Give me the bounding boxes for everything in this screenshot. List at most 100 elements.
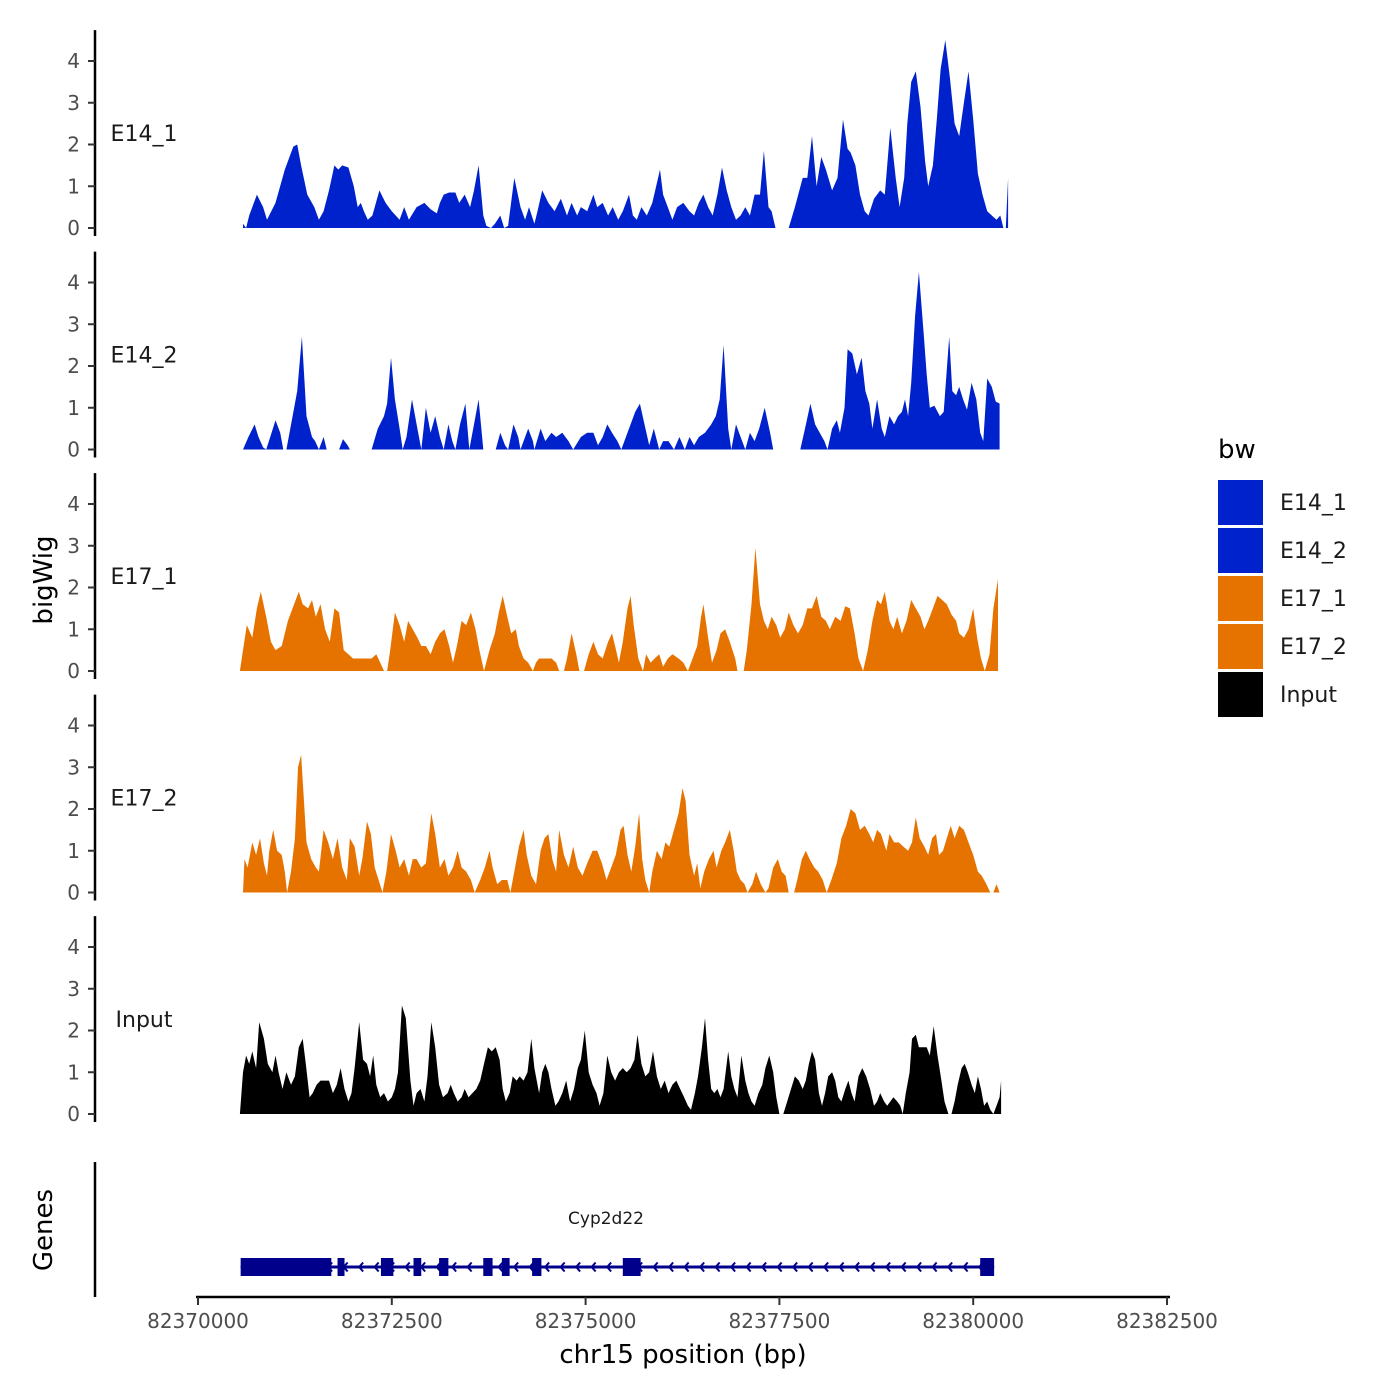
strand-arrow	[822, 1261, 829, 1273]
strand-arrow	[652, 1261, 659, 1273]
signal-area	[532, 658, 560, 671]
x-tick-label: 82380000	[922, 1309, 1024, 1333]
exon	[483, 1258, 493, 1276]
y-tick-label: 2	[67, 576, 80, 600]
signal-area	[239, 591, 384, 671]
y-tick-label: 0	[67, 659, 80, 683]
signal-area	[318, 437, 327, 450]
exon	[439, 1258, 449, 1276]
y-tick-label: 1	[67, 174, 80, 198]
signal-area	[993, 884, 1000, 893]
signal-area	[731, 424, 746, 450]
gene-name-label: Cyp2d22	[568, 1209, 644, 1229]
signal-area	[491, 215, 505, 228]
y-tick-label: 3	[67, 534, 80, 558]
strand-arrow	[853, 1261, 860, 1273]
track-label: Input	[116, 1008, 173, 1033]
signal-area	[243, 223, 247, 228]
signal-area	[239, 1005, 780, 1114]
y-tick-label: 0	[67, 438, 80, 462]
strand-arrow	[543, 1261, 550, 1273]
signal-area	[951, 1063, 994, 1114]
x-tick-label: 82375000	[535, 1309, 637, 1333]
strand-arrow	[574, 1261, 581, 1273]
y-tick-label: 3	[67, 755, 80, 779]
signal-area	[743, 547, 864, 671]
signal-area	[621, 403, 660, 450]
signal-area	[747, 871, 766, 893]
signal-area	[387, 612, 484, 671]
signal-area	[674, 437, 685, 450]
track-e14-2: 0 1 2 3 4 E14_2	[67, 251, 1000, 462]
signal-tracks: 0 1 2 3 4 E14_1 0 1 2 3 4 E14_2 0 1 2 3 4 E17_1 0 1 2 3 4 E17_2…	[67, 30, 1009, 1126]
strand-arrow	[357, 1261, 364, 1273]
strand-arrow	[962, 1261, 969, 1273]
signal-area	[659, 441, 674, 450]
signal-area	[984, 579, 998, 671]
signal-area	[243, 424, 267, 450]
y-tick-label: 0	[67, 881, 80, 905]
signal-area	[765, 859, 789, 893]
signal-area	[371, 357, 403, 450]
legend-label: E17_2	[1280, 635, 1347, 660]
strand-arrow	[373, 1261, 380, 1273]
legend-title: bw	[1218, 435, 1256, 465]
signal-area	[287, 754, 383, 893]
y-tick-label: 2	[67, 797, 80, 821]
signal-area	[1005, 177, 1009, 228]
legend-swatch	[1218, 624, 1263, 669]
signal-area	[800, 403, 828, 450]
legend-label: Input	[1280, 683, 1337, 708]
y-tick-label: 3	[67, 977, 80, 1001]
strand-arrow	[884, 1261, 891, 1273]
y-tick-label: 1	[67, 1060, 80, 1084]
gene-model	[240, 1258, 995, 1276]
strand-arrow	[714, 1261, 721, 1273]
exon	[413, 1258, 422, 1276]
y-tick-label: 1	[67, 839, 80, 863]
strand-arrow	[698, 1261, 705, 1273]
signal-area	[687, 604, 738, 671]
gene-panel: 82370000 82372500 82375000 82377500 82380000…	[29, 1162, 1218, 1333]
signal-area	[243, 829, 288, 893]
signal-area	[826, 809, 991, 893]
signal-area	[339, 439, 350, 450]
signal-area	[584, 595, 643, 671]
strand-arrow	[605, 1261, 612, 1273]
y-tick-label: 1	[67, 396, 80, 420]
strand-arrow	[931, 1261, 938, 1273]
legend-label: E17_1	[1280, 587, 1347, 612]
signal-area	[382, 813, 475, 893]
legend-label: E14_1	[1280, 491, 1347, 516]
exon	[337, 1258, 345, 1276]
y-tick-label: 4	[67, 935, 80, 959]
x-tick-label: 82372500	[341, 1309, 443, 1333]
y-tick-label: 2	[67, 1019, 80, 1043]
strand-arrow	[745, 1261, 752, 1273]
strand-arrow	[497, 1261, 504, 1273]
y-tick-label: 3	[67, 91, 80, 115]
legend: bw E14_1 E14_2 E17_1 E17_2 Input	[1218, 435, 1347, 717]
signal-area	[474, 850, 511, 893]
track-label: E14_2	[111, 344, 178, 369]
strand-arrow	[667, 1261, 674, 1273]
strand-arrow	[512, 1261, 519, 1273]
track-input: 0 1 2 3 4 Input	[67, 916, 1002, 1126]
signal-area	[649, 788, 748, 893]
y-tick-label: 2	[67, 133, 80, 157]
signal-area	[455, 403, 470, 450]
strand-arrow	[869, 1261, 876, 1273]
y-tick-label: 4	[67, 492, 80, 516]
signal-area	[520, 428, 535, 450]
signal-area	[443, 424, 456, 450]
track-e17-2: 0 1 2 3 4 E17_2	[67, 694, 1000, 905]
signal-area	[246, 144, 491, 228]
legend-swatch	[1218, 480, 1263, 525]
signal-area	[745, 407, 774, 450]
strand-arrow	[729, 1261, 736, 1273]
strand-arrow	[946, 1261, 953, 1273]
signal-area	[266, 420, 284, 450]
track-e14-1: 0 1 2 3 4 E14_1	[67, 30, 1009, 240]
exon	[622, 1258, 641, 1276]
signal-area	[863, 591, 985, 671]
